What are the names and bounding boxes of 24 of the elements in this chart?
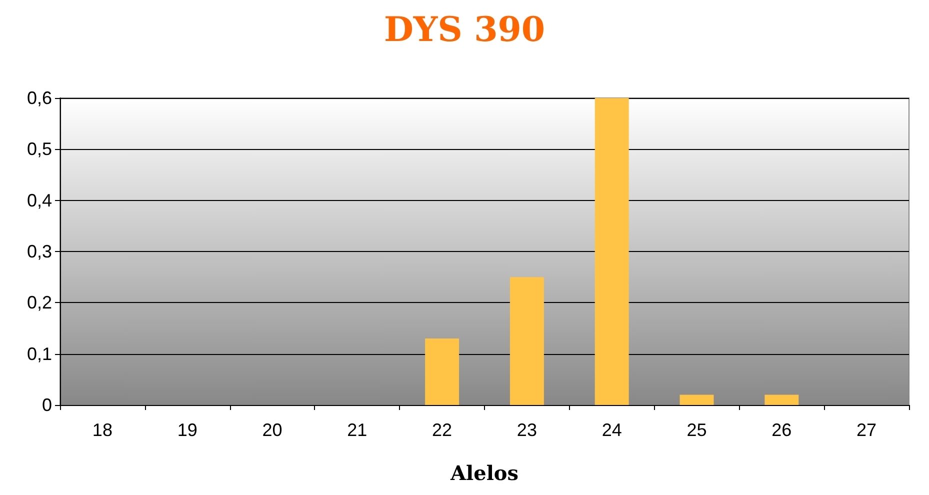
x-axis-title: Alelos xyxy=(449,461,519,485)
chart-title: DYS 390 xyxy=(384,10,546,50)
y-tick-label: 0 xyxy=(42,395,52,415)
bar xyxy=(764,394,799,405)
x-tick-label: 27 xyxy=(856,420,877,440)
x-tick-label: 26 xyxy=(772,420,792,440)
y-tick-label: 0,5 xyxy=(26,139,52,160)
x-tick-label: 23 xyxy=(516,420,537,440)
x-tick-label: 19 xyxy=(177,420,198,440)
bar xyxy=(680,394,714,405)
bar xyxy=(594,98,629,405)
x-tick-label: 20 xyxy=(262,420,282,440)
y-tick-label: 0,6 xyxy=(26,88,52,108)
x-tick-label: 24 xyxy=(602,420,622,440)
y-tick-label: 0,2 xyxy=(26,292,52,313)
y-tick-label: 0,1 xyxy=(26,344,52,364)
x-tick-label: 22 xyxy=(432,420,452,440)
x-tick-label: 18 xyxy=(92,420,112,440)
x-tick-label: 21 xyxy=(347,420,368,440)
x-tick-label: 25 xyxy=(686,420,707,440)
y-tick-label: 0,4 xyxy=(26,190,52,210)
y-tick-label: 0,3 xyxy=(26,242,52,262)
bar xyxy=(510,277,544,405)
bar xyxy=(425,338,460,405)
